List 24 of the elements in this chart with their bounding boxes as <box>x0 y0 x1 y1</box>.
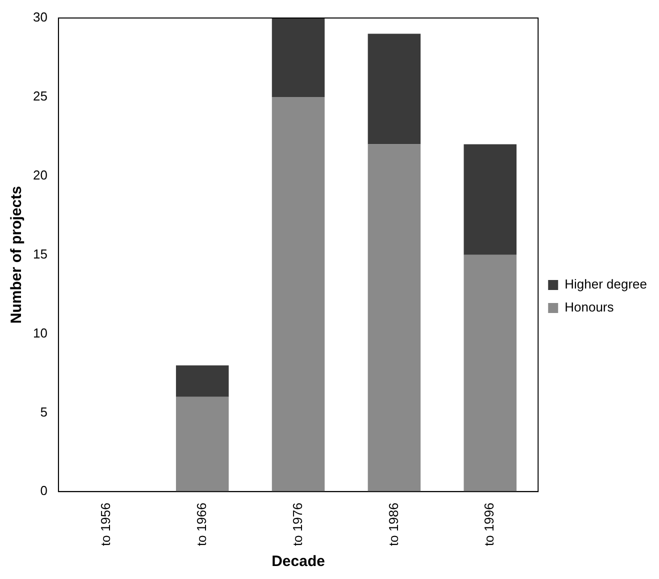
y-tick-label: 25 <box>32 88 48 104</box>
y-tick-label: 10 <box>32 325 48 340</box>
bar <box>176 365 229 397</box>
bar <box>464 144 517 255</box>
legend-label: Honours <box>564 300 614 315</box>
bar <box>272 18 325 97</box>
bar <box>368 34 421 144</box>
y-tick-label: 0 <box>40 483 48 498</box>
bar <box>368 144 421 492</box>
bar <box>176 396 229 492</box>
legend-label: Higher degree <box>564 276 648 292</box>
x-axis-title: Decade <box>272 553 325 570</box>
bar <box>464 254 517 492</box>
x-tick-label: to 1986 <box>386 502 401 546</box>
x-tick-label: to 1996 <box>482 502 497 546</box>
y-tick-label: 5 <box>40 404 48 420</box>
x-tick-label: to 1956 <box>98 502 114 546</box>
y-tick-label: 30 <box>32 10 48 25</box>
x-tick-label: to 1976 <box>290 502 305 546</box>
y-tick-label: 20 <box>32 167 48 182</box>
bar <box>272 96 325 492</box>
x-tick-label: to 1966 <box>194 502 209 546</box>
y-tick-label: 15 <box>32 246 48 262</box>
y-axis-title: Number of projects <box>8 186 26 324</box>
